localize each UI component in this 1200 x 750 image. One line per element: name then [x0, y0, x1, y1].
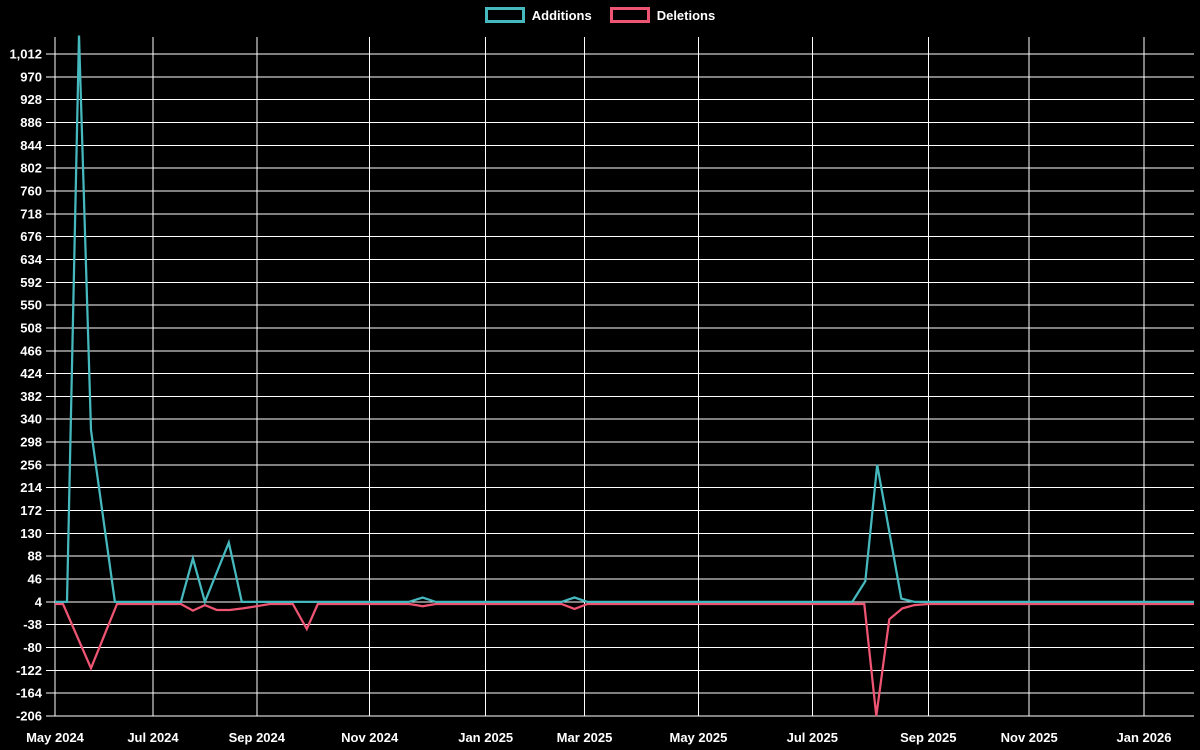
svg-text:760: 760 — [20, 184, 42, 199]
svg-text:-38: -38 — [23, 617, 42, 632]
svg-text:970: 970 — [20, 69, 42, 84]
svg-text:718: 718 — [20, 206, 42, 221]
svg-text:802: 802 — [20, 161, 42, 176]
svg-text:Jul 2024: Jul 2024 — [127, 730, 179, 745]
svg-text:Jan 2026: Jan 2026 — [1117, 730, 1172, 745]
svg-text:886: 886 — [20, 115, 42, 130]
svg-text:46: 46 — [28, 572, 42, 587]
y-tick-labels: -206 -164 -122 -80 -38 4 46 88 130 172 214 256 298 34… — [9, 47, 42, 724]
svg-text:676: 676 — [20, 229, 42, 244]
svg-text:214: 214 — [20, 480, 42, 495]
legend-item-deletions[interactable]: Deletions — [609, 7, 716, 23]
svg-text:May 2025: May 2025 — [669, 730, 727, 745]
svg-text:508: 508 — [20, 320, 42, 335]
horizontal-gridlines — [46, 53, 1194, 717]
additions-line — [55, 35, 1194, 606]
svg-text:1,012: 1,012 — [9, 47, 42, 62]
additions-label: Additions — [531, 7, 592, 23]
vertical-gridlines — [54, 37, 1145, 716]
svg-text:Jan 2025: Jan 2025 — [458, 730, 513, 745]
x-tick-labels: May 2024 Jul 2024 Sep 2024 Nov 2024 Jan 2025… — [26, 730, 1171, 745]
legend: Additions Deletions — [0, 7, 1200, 23]
svg-text:592: 592 — [20, 275, 42, 290]
svg-text:634: 634 — [20, 252, 42, 267]
svg-text:4: 4 — [35, 594, 43, 609]
svg-text:256: 256 — [20, 457, 42, 472]
svg-text:Sep 2025: Sep 2025 — [900, 730, 956, 745]
svg-text:-164: -164 — [16, 686, 43, 701]
svg-text:928: 928 — [20, 92, 42, 107]
svg-text:340: 340 — [20, 412, 42, 427]
legend-item-additions[interactable]: Additions — [484, 7, 592, 23]
svg-text:550: 550 — [20, 298, 42, 313]
svg-text:298: 298 — [20, 435, 42, 450]
additions-swatch-icon — [484, 7, 525, 23]
svg-text:844: 844 — [20, 138, 42, 153]
svg-text:Nov 2024: Nov 2024 — [341, 730, 399, 745]
svg-text:May 2024: May 2024 — [26, 730, 85, 745]
svg-text:382: 382 — [20, 389, 42, 404]
deletions-label: Deletions — [656, 7, 716, 23]
svg-text:Sep 2024: Sep 2024 — [229, 730, 286, 745]
deletions-line — [55, 602, 1194, 717]
svg-text:424: 424 — [20, 366, 42, 381]
svg-text:88: 88 — [28, 549, 42, 564]
svg-text:130: 130 — [20, 526, 42, 541]
svg-text:Mar 2025: Mar 2025 — [557, 730, 613, 745]
svg-text:Jul 2025: Jul 2025 — [787, 730, 838, 745]
deletions-swatch-icon — [609, 7, 650, 23]
svg-text:-206: -206 — [16, 709, 42, 724]
svg-text:Nov 2025: Nov 2025 — [1001, 730, 1058, 745]
svg-text:466: 466 — [20, 343, 42, 358]
svg-text:-122: -122 — [16, 663, 42, 678]
svg-text:172: 172 — [20, 503, 42, 518]
svg-text:-80: -80 — [23, 640, 42, 655]
